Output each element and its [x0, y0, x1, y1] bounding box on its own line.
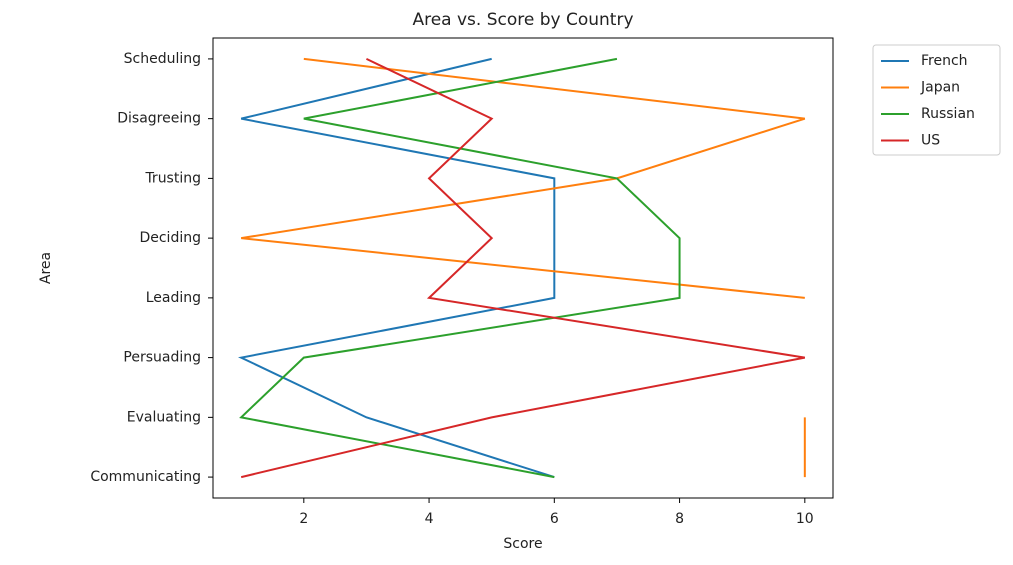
x-tick-label: 10 — [796, 511, 814, 527]
y-tick-label: Leading — [146, 290, 201, 306]
y-tick-label: Disagreeing — [117, 111, 201, 127]
legend-box — [872, 44, 1001, 156]
x-tick-label: 4 — [425, 511, 434, 527]
x-axis-label: Score — [503, 536, 542, 552]
legend-label: French — [921, 53, 968, 69]
y-tick-label: Communicating — [90, 469, 201, 485]
x-tick-label: 2 — [299, 511, 308, 527]
series-line — [237, 57, 556, 479]
y-tick-label: Deciding — [139, 230, 201, 246]
series-line — [240, 58, 806, 479]
y-tick-label: Persuading — [123, 350, 201, 366]
series-line — [241, 57, 806, 478]
legend-label: US — [921, 133, 940, 149]
y-tick-label: Scheduling — [124, 51, 201, 67]
x-tick-label: 8 — [675, 511, 684, 527]
series-line — [239, 57, 681, 479]
chart-title: Area vs. Score by Country — [412, 10, 633, 30]
legend-label: Russian — [921, 106, 975, 122]
y-tick-label: Trusting — [144, 170, 201, 186]
legend-label: Japan — [920, 80, 960, 96]
x-tick-label: 6 — [550, 511, 559, 527]
y-tick-label: Evaluating — [127, 409, 201, 425]
y-axis-label: Area — [38, 252, 54, 284]
plot-frame — [212, 37, 834, 499]
